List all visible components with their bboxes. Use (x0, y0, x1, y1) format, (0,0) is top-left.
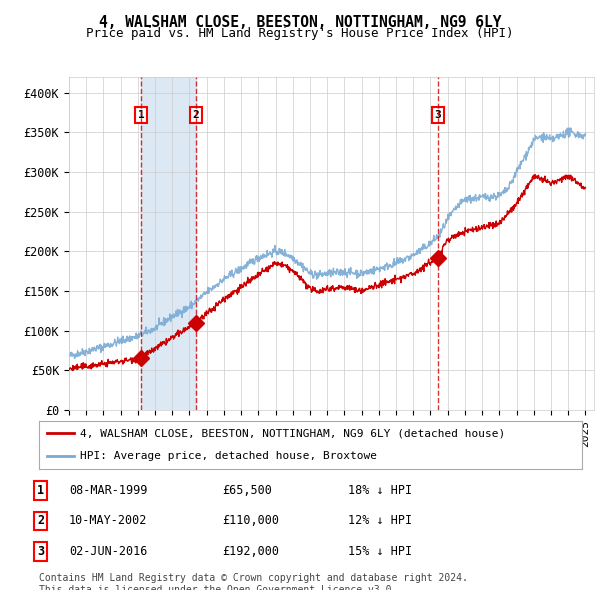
Bar (141, 77, 196, 410)
Text: £65,500: £65,500 (222, 484, 272, 497)
Text: 2: 2 (193, 110, 199, 120)
Text: 4, WALSHAM CLOSE, BEESTON, NOTTINGHAM, NG9 6LY: 4, WALSHAM CLOSE, BEESTON, NOTTINGHAM, N… (99, 15, 501, 30)
Text: £110,000: £110,000 (222, 514, 279, 527)
Text: 15% ↓ HPI: 15% ↓ HPI (348, 545, 412, 558)
Text: 18% ↓ HPI: 18% ↓ HPI (348, 484, 412, 497)
Text: 02-JUN-2016: 02-JUN-2016 (69, 545, 148, 558)
Text: 4, WALSHAM CLOSE, BEESTON, NOTTINGHAM, NG9 6LY (detached house): 4, WALSHAM CLOSE, BEESTON, NOTTINGHAM, N… (80, 428, 505, 438)
Text: Price paid vs. HM Land Registry's House Price Index (HPI): Price paid vs. HM Land Registry's House … (86, 27, 514, 40)
Text: 12% ↓ HPI: 12% ↓ HPI (348, 514, 412, 527)
Text: 3: 3 (434, 110, 441, 120)
Text: Contains HM Land Registry data © Crown copyright and database right 2024.
This d: Contains HM Land Registry data © Crown c… (39, 573, 468, 590)
Text: 2: 2 (37, 514, 44, 527)
Text: 1: 1 (138, 110, 145, 120)
Text: 08-MAR-1999: 08-MAR-1999 (69, 484, 148, 497)
Text: 3: 3 (37, 545, 44, 558)
Text: 1: 1 (37, 484, 44, 497)
Text: 10-MAY-2002: 10-MAY-2002 (69, 514, 148, 527)
Text: £192,000: £192,000 (222, 545, 279, 558)
Text: HPI: Average price, detached house, Broxtowe: HPI: Average price, detached house, Brox… (80, 451, 377, 461)
